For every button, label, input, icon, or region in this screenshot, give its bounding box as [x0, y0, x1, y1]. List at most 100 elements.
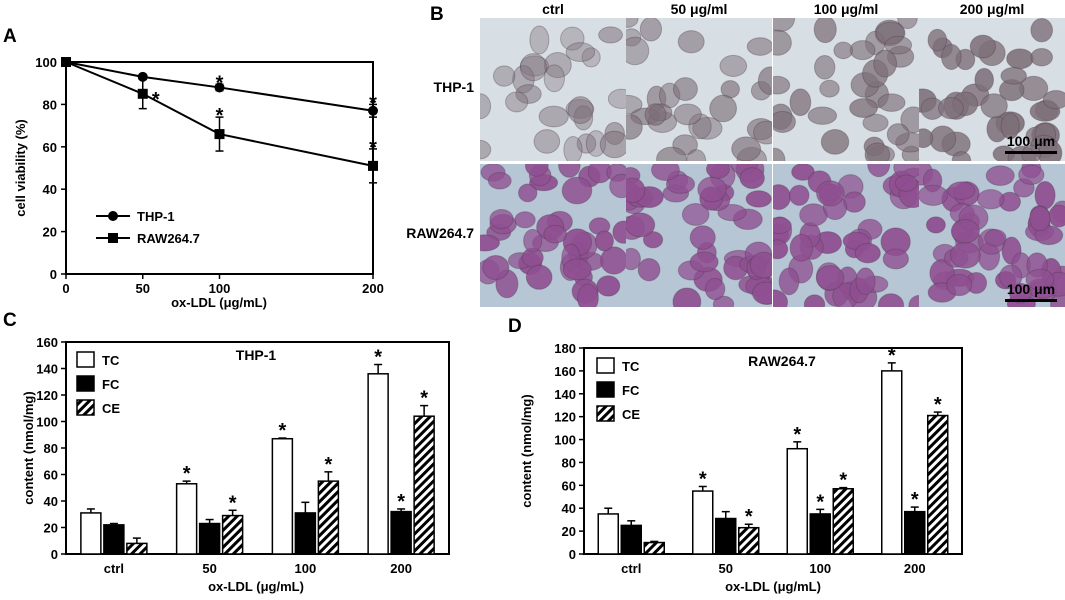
cell — [778, 267, 800, 296]
legend-swatch-ce — [596, 405, 615, 422]
cell — [753, 120, 772, 145]
cell — [672, 287, 702, 307]
cell — [882, 248, 909, 270]
legend-marker — [108, 211, 118, 221]
significance-star: * — [152, 89, 160, 111]
cell — [607, 88, 626, 109]
data-point — [214, 82, 225, 93]
cell — [746, 37, 772, 56]
cell — [985, 165, 1015, 186]
cell — [789, 88, 812, 117]
significance-star: * — [324, 454, 332, 476]
cell — [480, 234, 500, 252]
cell — [561, 176, 593, 205]
cell — [1048, 204, 1065, 228]
bar-tc — [175, 483, 198, 555]
y-tick-label: 40 — [44, 494, 58, 509]
cell — [773, 289, 789, 307]
panel-label-c: C — [3, 310, 17, 331]
cell — [515, 84, 542, 104]
cell — [940, 43, 962, 70]
y-tick-label: 60 — [562, 478, 576, 493]
y-tick-label: 20 — [562, 524, 576, 539]
cell — [505, 91, 529, 113]
panel-label-d: D — [508, 316, 522, 337]
cell — [626, 18, 639, 28]
cell — [949, 241, 981, 269]
cell — [709, 94, 737, 123]
cell — [480, 139, 492, 160]
legend-swatch-fc — [596, 381, 615, 398]
x-axis-label: ox-LDL (μg/mL) — [171, 295, 267, 310]
cell — [558, 164, 581, 178]
cell — [598, 26, 624, 44]
cell — [581, 47, 601, 68]
y-tick-label: 120 — [36, 388, 58, 403]
cell — [773, 75, 791, 95]
y-tick-label: 100 — [35, 55, 57, 70]
cell — [873, 49, 898, 78]
cell — [1030, 47, 1053, 67]
cell — [543, 224, 567, 244]
cell — [482, 254, 510, 281]
cell — [596, 275, 621, 297]
y-tick-label: 0 — [569, 547, 576, 562]
significance-star: * — [216, 105, 224, 127]
cell — [1025, 268, 1055, 291]
x-tick-label: 200 — [904, 561, 926, 576]
cell — [773, 110, 796, 133]
cell — [565, 42, 596, 62]
cell — [791, 164, 815, 181]
x-tick-label: 50 — [719, 561, 733, 576]
significance-star: * — [183, 463, 191, 485]
significance-star: * — [839, 470, 847, 492]
cell — [689, 225, 716, 250]
cell — [807, 106, 838, 125]
cell — [788, 184, 810, 206]
significance-star: * — [793, 424, 801, 446]
bar-ce — [413, 415, 435, 555]
significance-star: * — [745, 506, 753, 528]
y-axis-label: content (nmol/mg) — [519, 394, 534, 507]
y-axis-label: content (nmol/mg) — [21, 391, 36, 504]
scale-bar-label: 100 μm — [1007, 281, 1055, 297]
cell — [999, 264, 1023, 289]
row-label-thp1: THP-1 — [434, 79, 475, 95]
cell — [950, 219, 980, 244]
micrograph-background — [480, 18, 626, 161]
significance-star: * — [816, 491, 824, 513]
legend-swatch-fc — [76, 375, 95, 392]
significance-star: * — [374, 347, 382, 369]
y-tick-label: 20 — [43, 225, 57, 240]
micrograph-thp1-200: 100 μm — [919, 18, 1065, 161]
cell — [819, 79, 840, 98]
cell — [814, 54, 836, 80]
y-tick-label: 120 — [554, 410, 576, 425]
cell — [849, 98, 878, 118]
y-tick-label: 40 — [562, 501, 576, 516]
bar-tc — [271, 437, 294, 555]
data-point — [368, 160, 378, 171]
significance-star: * — [888, 345, 896, 367]
cell — [704, 277, 726, 301]
cell — [686, 149, 707, 161]
micrograph-thp1-100 — [773, 18, 919, 161]
micrograph-thp1-ctrl — [480, 18, 626, 161]
legend-label: FC — [622, 383, 640, 398]
cell — [773, 147, 786, 161]
legend-marker — [108, 233, 118, 243]
bar-fc — [198, 522, 221, 555]
bar-ce — [126, 542, 148, 555]
micrograph-raw264-50 — [626, 164, 772, 307]
y-tick-label: 100 — [554, 433, 576, 448]
cell — [563, 135, 583, 161]
micrograph-raw264-100 — [773, 164, 919, 307]
legend-label: THP-1 — [137, 209, 175, 224]
cell — [705, 164, 730, 179]
x-tick-label: 200 — [362, 281, 384, 296]
cell — [681, 203, 710, 226]
x-tick-label: ctrl — [621, 561, 641, 576]
cell — [919, 128, 934, 149]
cell — [980, 93, 1008, 119]
cell — [820, 129, 850, 155]
